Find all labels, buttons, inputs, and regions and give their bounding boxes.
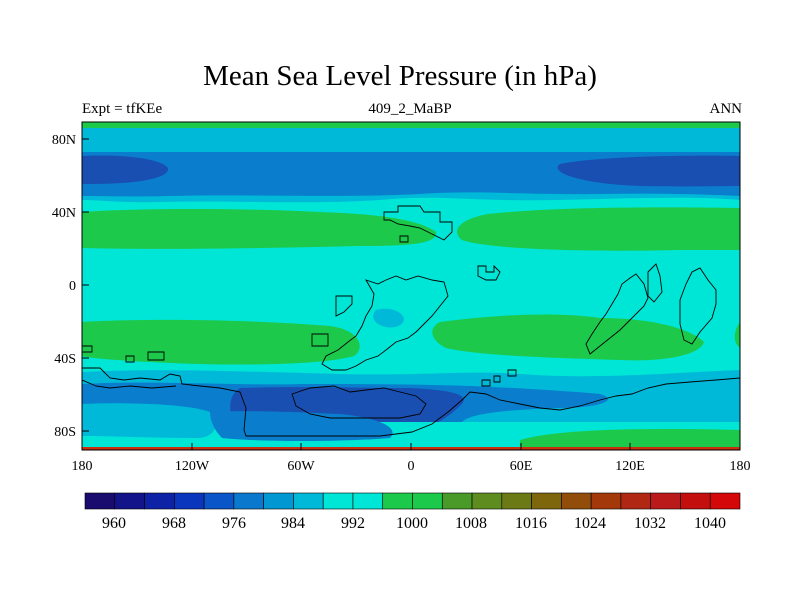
x-tick-label: 120E	[615, 459, 645, 474]
x-tick-label: 60W	[287, 459, 315, 474]
y-tick-label: 80S	[54, 425, 76, 440]
colorbar-label: 1032	[634, 515, 666, 532]
colorbar-box	[680, 492, 711, 510]
colorbar-label: 1000	[396, 515, 428, 532]
coastlines	[82, 205, 740, 437]
x-tick-label: 0	[408, 459, 415, 474]
colorbar-label: 968	[162, 515, 186, 532]
season-label: ANN	[709, 101, 743, 117]
band-antarctic-1008	[520, 429, 740, 450]
colorbar-box	[709, 492, 741, 510]
colorbar-label: 1008	[455, 515, 487, 532]
band-south-high-east	[432, 314, 704, 361]
colorbar-box	[620, 492, 651, 510]
y-tick-label: 40N	[52, 206, 76, 221]
colorbar-box	[531, 492, 562, 510]
colorbar-box	[650, 492, 681, 510]
colorbar-box	[561, 492, 592, 510]
band-south-984-bottom	[210, 411, 393, 441]
colorbar-box	[233, 492, 264, 510]
colorbar-box	[590, 492, 622, 510]
band-north-976-west	[82, 155, 169, 184]
y-tick-label: 40S	[54, 352, 76, 367]
colorbar-box	[263, 492, 294, 510]
x-tick-label: 60E	[510, 459, 533, 474]
band-south-high-edge	[734, 322, 740, 348]
colorbar-box	[84, 492, 116, 510]
period-label: 409_2_MaBP	[368, 101, 452, 117]
x-tick-label: 120W	[175, 459, 210, 474]
band-north-high-east	[457, 207, 740, 251]
colorbar-box	[144, 492, 175, 510]
experiment-label: Expt = tfKEe	[82, 101, 163, 117]
band-small-low	[373, 308, 404, 328]
colorbar-box	[293, 492, 324, 510]
colorbar-box	[174, 492, 205, 510]
colorbar-label: 992	[341, 515, 365, 532]
colorbar-label: 1024	[574, 515, 606, 532]
colorbar-box	[322, 492, 354, 510]
map-title: Mean Sea Level Pressure (in hPa)	[203, 60, 597, 92]
colorbar-box	[203, 492, 235, 510]
colorbar-label: 1016	[515, 515, 547, 532]
y-tick-label: 80N	[52, 133, 76, 148]
band-north-pole-1008	[82, 122, 740, 128]
colorbar-label: 984	[281, 515, 305, 532]
band-south-high-west	[82, 319, 360, 365]
colorbar-box	[471, 492, 503, 510]
colorbar-label: 960	[102, 515, 126, 532]
band-north-976-east	[557, 155, 740, 187]
colorbar-box	[352, 492, 384, 510]
colorbar-box	[441, 492, 473, 510]
x-tick-label: 180	[730, 459, 751, 474]
colorbar-label: 976	[222, 515, 246, 532]
colorbar-box	[114, 492, 145, 510]
band-south-992-west	[82, 403, 216, 438]
colorbar-label: 1040	[694, 515, 726, 532]
colorbar-box	[412, 492, 443, 510]
colorbar	[84, 492, 741, 510]
x-tick-label: 180	[72, 459, 93, 474]
pressure-field	[82, 122, 740, 450]
band-north-high-west	[82, 209, 437, 249]
colorbar-box	[382, 492, 413, 510]
colorbar-box	[501, 492, 532, 510]
axis-ticks	[81, 138, 741, 450]
y-tick-label: 0	[69, 279, 76, 294]
